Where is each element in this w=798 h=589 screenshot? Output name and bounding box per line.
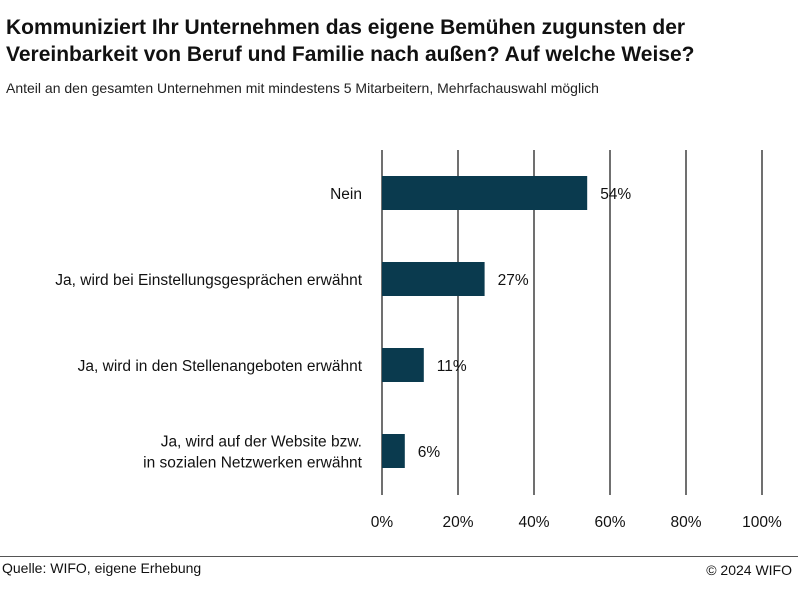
bar <box>382 176 588 210</box>
x-tick-label: 20% <box>442 514 473 531</box>
x-tick-label: 0% <box>371 514 394 531</box>
x-tick-label: 60% <box>594 514 625 531</box>
value-label: 11% <box>437 358 467 375</box>
value-label: 6% <box>418 444 441 461</box>
x-axis-ticks: 0% 20% 40% 60% 80% 100% <box>371 514 782 531</box>
source-note: Quelle: WIFO, eigene Erhebung <box>2 560 202 576</box>
value-label: 27% <box>498 272 529 289</box>
value-labels: 54% 27% 11% 6% <box>418 186 632 461</box>
copyright-note: © 2024 WIFO <box>706 562 792 578</box>
category-label: Nein <box>330 186 362 203</box>
bar <box>382 348 424 382</box>
category-labels: Nein Ja, wird bei Einstellungsgesprächen … <box>55 186 362 472</box>
bar-chart: Nein Ja, wird bei Einstellungsgesprächen … <box>55 150 782 531</box>
footer-divider <box>0 556 798 557</box>
chart-subtitle: Anteil an den gesamten Unternehmen mit m… <box>6 80 599 96</box>
bars <box>382 176 588 468</box>
category-label: Ja, wird bei Einstellungsgesprächen erwä… <box>55 272 362 289</box>
bar <box>382 434 405 468</box>
x-tick-label: 80% <box>670 514 701 531</box>
chart-title: Kommuniziert Ihr Unternehmen das eigene … <box>6 16 695 66</box>
value-label: 54% <box>600 186 631 203</box>
category-label: Ja, wird in den Stellenangeboten erwähnt <box>78 358 363 375</box>
category-label: in sozialen Netzwerken erwähnt <box>143 455 363 472</box>
x-tick-label: 40% <box>518 514 549 531</box>
x-tick-label: 100% <box>742 514 782 531</box>
bar <box>382 262 485 296</box>
category-label: Ja, wird auf der Website bzw. <box>161 434 362 451</box>
